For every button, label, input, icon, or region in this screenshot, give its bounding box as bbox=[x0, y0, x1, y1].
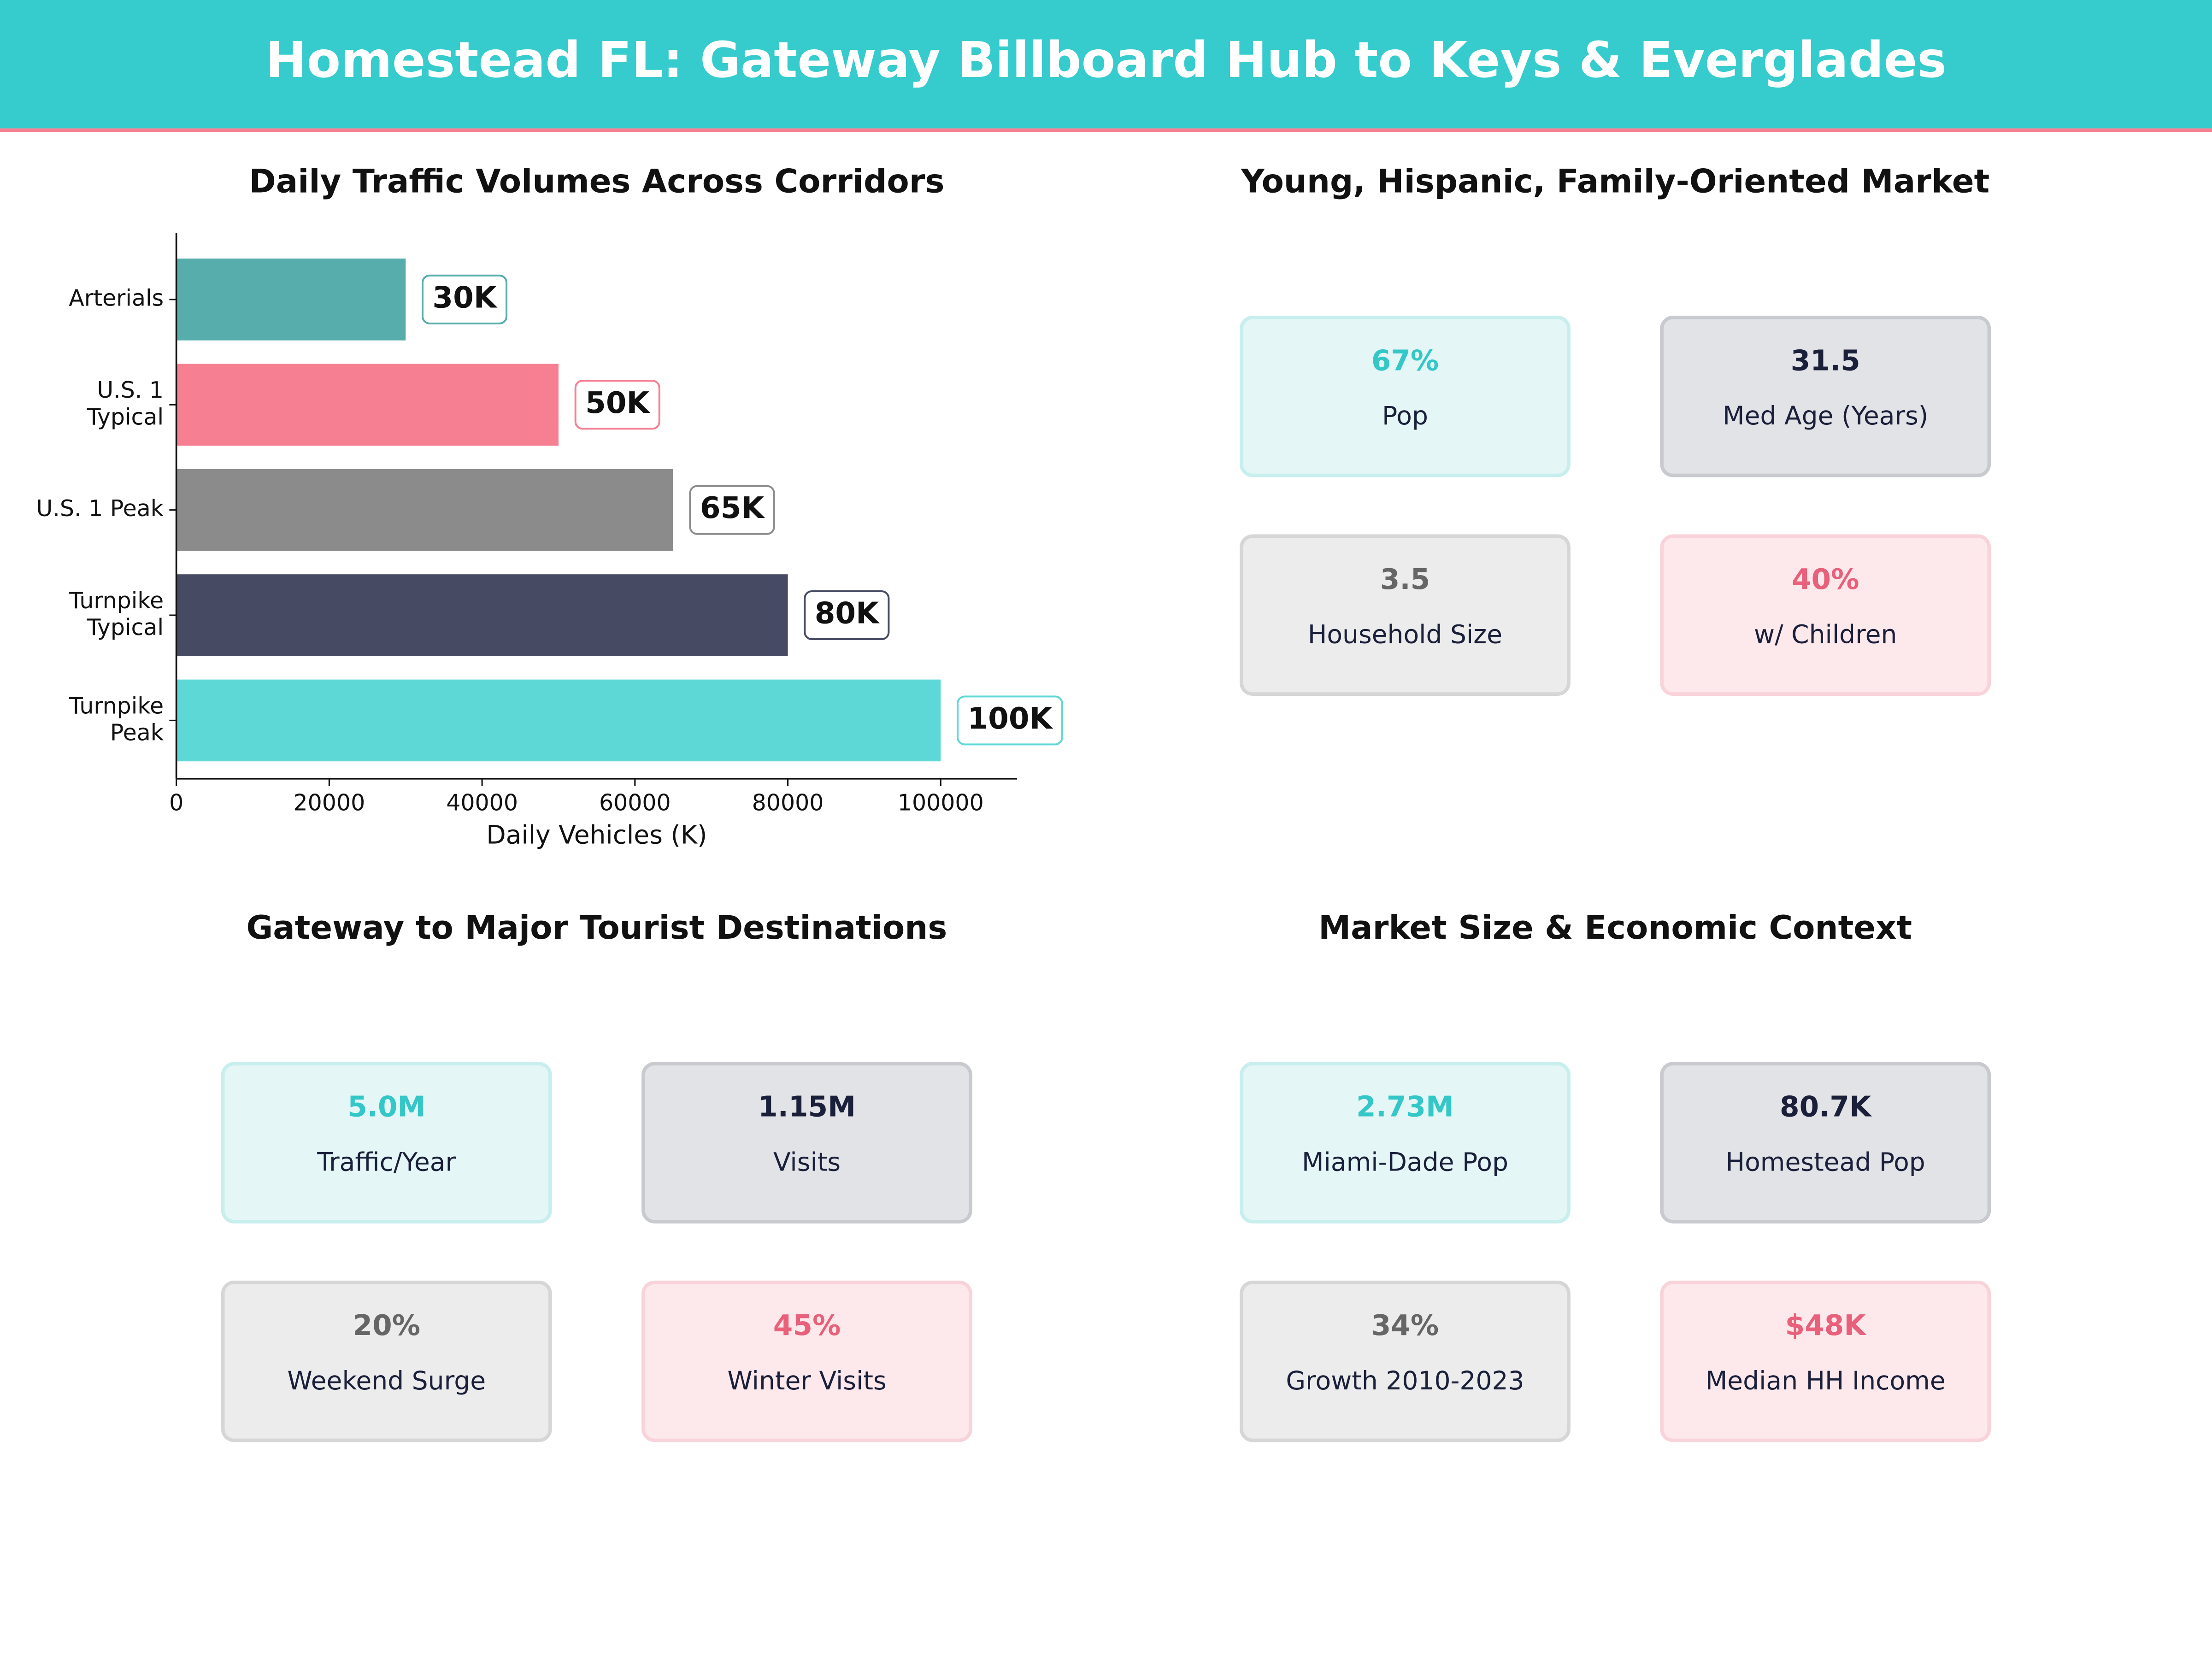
chart-title: Daily Traffic Volumes Across Corridors bbox=[249, 162, 944, 200]
kpi-card bbox=[1660, 1062, 1991, 1224]
value-label: 50K bbox=[585, 386, 650, 420]
x-tick-label: 100000 bbox=[898, 789, 984, 816]
kpi-label: Pop bbox=[1382, 401, 1428, 430]
kpi-value: $48K bbox=[1785, 1309, 1867, 1342]
y-tick-label: Turnpike Typical bbox=[69, 587, 164, 640]
kpi-value: 45% bbox=[773, 1309, 841, 1342]
value-label: 65K bbox=[700, 491, 765, 525]
y-tick-label: U.S. 1 Peak bbox=[36, 495, 164, 522]
kpi-value: 80.7K bbox=[1780, 1091, 1872, 1124]
bar bbox=[176, 259, 406, 341]
value-label-box bbox=[804, 590, 890, 641]
y-tick-label: Arterials bbox=[69, 285, 164, 311]
value-label: 30K bbox=[432, 280, 497, 315]
kpi-card bbox=[1240, 1280, 1571, 1442]
kpi-label: Household Size bbox=[1308, 620, 1502, 649]
kpi-card bbox=[641, 1280, 972, 1442]
x-tick-label: 40000 bbox=[446, 789, 518, 816]
panel-title: Young, Hispanic, Family-Oriented Market bbox=[1241, 162, 1989, 200]
bar bbox=[176, 469, 673, 551]
bar bbox=[176, 679, 941, 762]
kpi-label: Med Age (Years) bbox=[1723, 401, 1928, 430]
x-tick-label: 60000 bbox=[599, 789, 671, 816]
panel-title: Gateway to Major Tourist Destinations bbox=[246, 909, 947, 947]
header-rule bbox=[0, 128, 2212, 132]
kpi-card bbox=[1240, 1062, 1571, 1224]
kpi-card bbox=[221, 1062, 552, 1224]
kpi-label: Homestead Pop bbox=[1726, 1147, 1925, 1177]
value-label: 80K bbox=[815, 596, 880, 631]
page-title: Homestead FL: Gateway Billboard Hub to K… bbox=[265, 32, 1947, 89]
kpi-value: 34% bbox=[1371, 1309, 1439, 1342]
kpi-value: 3.5 bbox=[1380, 563, 1430, 596]
kpi-label: Visits bbox=[773, 1147, 841, 1177]
kpi-label: Winter Visits bbox=[727, 1366, 886, 1395]
kpi-value: 2.73M bbox=[1356, 1091, 1454, 1124]
kpi-card bbox=[1240, 534, 1571, 696]
value-label-box bbox=[421, 274, 508, 324]
kpi-value: 31.5 bbox=[1791, 344, 1860, 377]
panel-title: Market Size & Economic Context bbox=[1318, 909, 1912, 947]
kpi-card bbox=[1660, 1280, 1991, 1442]
value-label-box bbox=[574, 380, 660, 430]
value-label-box bbox=[957, 695, 1063, 746]
kpi-card bbox=[641, 1062, 972, 1224]
kpi-card bbox=[1240, 315, 1571, 477]
kpi-value: 20% bbox=[353, 1309, 421, 1342]
x-tick-label: 0 bbox=[169, 789, 183, 816]
y-tick-label: Turnpike Peak bbox=[69, 693, 164, 746]
kpi-label: Miami-Dade Pop bbox=[1302, 1147, 1508, 1177]
kpi-card bbox=[1660, 315, 1991, 477]
bar bbox=[176, 364, 559, 446]
kpi-card bbox=[221, 1280, 552, 1442]
kpi-value: 40% bbox=[1792, 563, 1859, 596]
y-tick-label: U.S. 1 Typical bbox=[87, 377, 164, 430]
kpi-label: Traffic/Year bbox=[317, 1147, 456, 1177]
kpi-label: Weekend Surge bbox=[287, 1366, 486, 1395]
value-label: 100K bbox=[967, 701, 1053, 736]
kpi-value: 5.0M bbox=[347, 1091, 425, 1124]
kpi-value: 67% bbox=[1371, 344, 1439, 377]
bar bbox=[176, 574, 788, 656]
x-axis-label: Daily Vehicles (K) bbox=[486, 820, 707, 849]
header-bar bbox=[0, 0, 2212, 129]
kpi-value: 1.15M bbox=[758, 1091, 856, 1124]
x-tick-label: 20000 bbox=[293, 789, 365, 816]
x-tick-label: 80000 bbox=[752, 789, 824, 816]
kpi-label: Median HH Income bbox=[1706, 1366, 1946, 1395]
kpi-label: w/ Children bbox=[1754, 620, 1897, 649]
kpi-card bbox=[1660, 534, 1991, 696]
kpi-label: Growth 2010-2023 bbox=[1286, 1366, 1524, 1395]
value-label-box bbox=[689, 485, 775, 535]
